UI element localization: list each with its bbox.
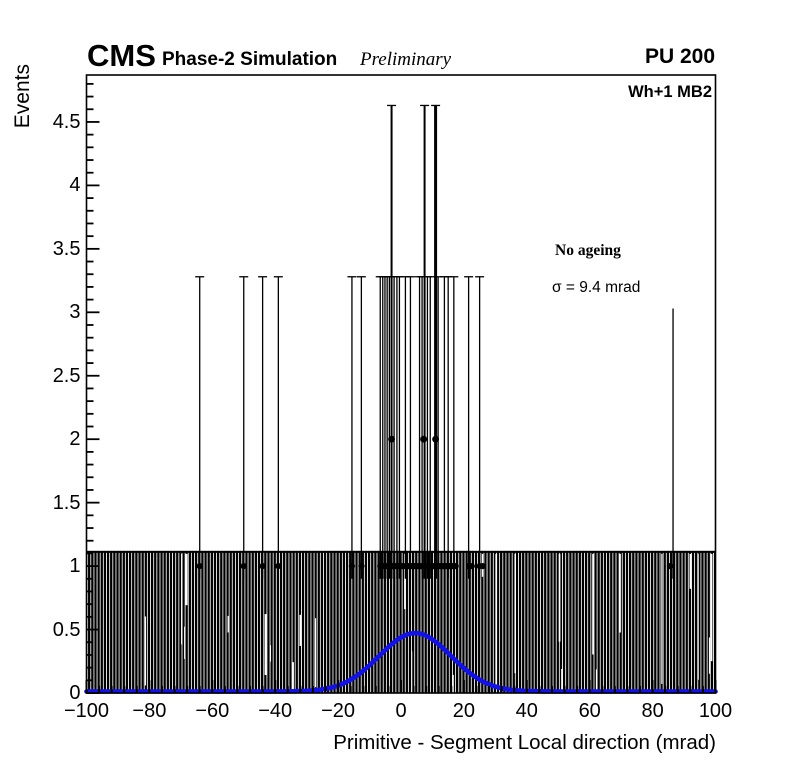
band-gap [618,553,621,633]
data-marker [259,563,266,570]
band-gap [708,637,711,674]
pileup-label: PU 200 [644,45,715,68]
band-gap [452,674,454,732]
band-gap [185,553,188,606]
band-gap [264,614,267,676]
x-tick-label: 60 [578,700,601,722]
data-marker [358,563,365,570]
phase2-simulation-label: Phase-2 Simulation [162,49,338,70]
y-tick-label: 0 [69,682,81,704]
band-gap [495,553,498,685]
x-tick-label: 0 [395,700,407,722]
band-gap [184,626,186,659]
band-gap [689,553,692,589]
y-tick-label: 3.5 [52,237,81,260]
y-tick-label: 0.5 [52,618,81,641]
x-tick-label: −100 [63,700,110,722]
band-gap [697,553,699,680]
y-tick-label: 2.5 [52,364,81,387]
x-tick-label: −60 [195,700,230,722]
data-marker [348,563,356,570]
data-marker [275,563,282,570]
x-tick-label: −80 [132,700,167,722]
band-gap [181,553,183,645]
data-marker [666,563,673,570]
plot-frame [85,74,717,694]
band-gap [558,553,561,642]
preliminary-label: Preliminary [360,49,452,70]
x-tick-label: 20 [452,700,476,722]
band-gap [270,645,272,662]
band-gap [514,553,516,674]
x-axis-title: Primitive - Segment Local direction (mra… [333,731,716,754]
fit-sigma-value-label: σ = 9.4 mrad [552,279,641,296]
y-tick-label: 1 [69,555,81,578]
y-tick-label: 4.5 [52,110,81,133]
band-gap [661,553,663,684]
data-marker [468,563,475,570]
band-gap [299,614,302,646]
band-gap [227,615,229,633]
y-tick-label: 4 [69,174,81,197]
x-tick-label: −20 [321,700,356,722]
x-tick-label: 100 [698,700,733,722]
x-tick-label: −40 [258,700,293,722]
y-tick-label: 3 [69,301,81,324]
x-tick-label: 40 [515,700,538,722]
data-marker [196,563,203,570]
ageing-scenario-label: No ageing [555,242,621,259]
y-tick-label: 1.5 [52,491,81,514]
data-marker [388,435,395,443]
band-gap [144,616,147,686]
data-marker [432,435,439,443]
histogram-band [86,550,716,693]
x-tick-label: 80 [641,700,664,722]
band-gap [314,618,317,688]
gaussian-fit-curve [84,630,718,694]
data-marker [240,563,247,570]
band-gap [592,553,594,655]
band-gap [561,668,563,695]
data-marker [452,563,459,570]
band-gap [411,651,413,700]
band-gap [292,662,294,713]
band-gap [710,553,713,662]
data-marker [420,435,428,443]
data-marker [479,563,486,570]
cms-logo-text: CMS [87,38,156,73]
y-tick-label: 2 [69,428,81,451]
wheel-station-label: Wh+1 MB2 [628,83,712,101]
band-gap [404,553,406,610]
